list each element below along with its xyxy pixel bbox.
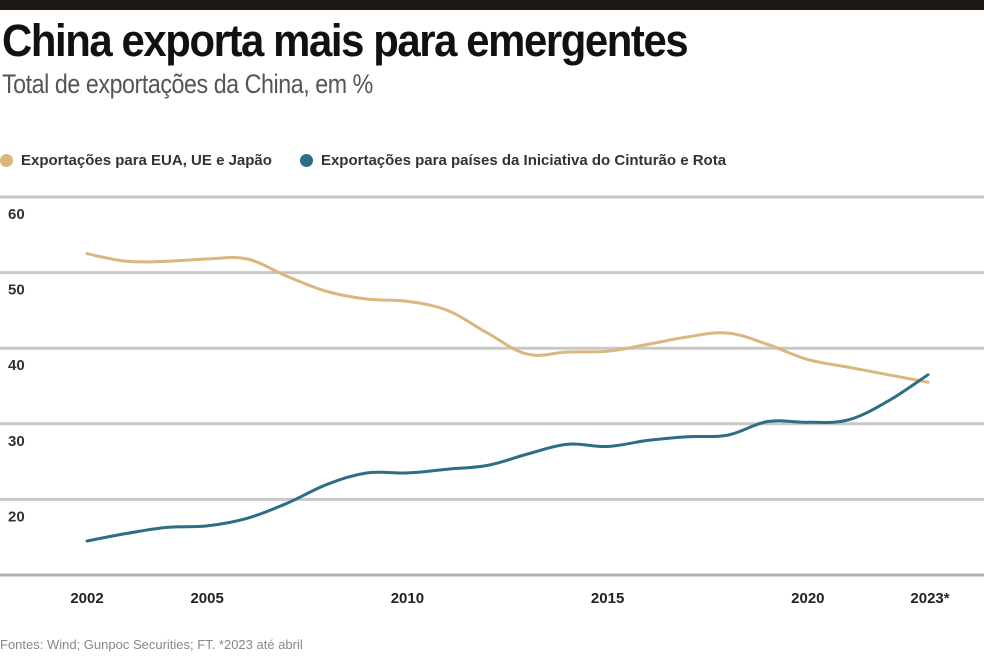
legend-swatch-eua-ue-japao	[0, 153, 13, 167]
y-tick-label: 50	[8, 282, 25, 299]
legend-label-cinturao-rota: Exportações para países da Iniciativa do…	[320, 151, 727, 169]
legend-item-cinturao-rota: Exportações para países da Iniciativa do…	[299, 151, 727, 169]
x-tick-label: 2010	[391, 590, 424, 607]
source-note: Fontes: Wind; Gunpoc Securities; FT. *20…	[0, 637, 303, 652]
legend: Exportações para EUA, UE e Japão Exporta…	[0, 148, 754, 172]
x-axis-ticks: 2002 2005 2010 2015 2020 2023*	[70, 590, 949, 607]
chart-subtitle: Total de exportações da China, em %	[2, 69, 373, 99]
top-rule	[0, 0, 984, 10]
chart-title: China exporta mais para emergentes	[2, 15, 689, 66]
y-tick-label: 20	[8, 508, 25, 525]
x-tick-label: 2002	[70, 590, 103, 607]
y-tick-label: 30	[8, 433, 25, 450]
x-tick-label: 2015	[591, 590, 624, 607]
legend-swatch-cinturao-rota	[299, 153, 313, 167]
x-tick-label: 2023*	[910, 590, 949, 607]
y-axis-ticks: 60 50 40 30 20	[8, 206, 25, 525]
legend-item-eua-ue-japao: Exportações para EUA, UE e Japão	[0, 152, 272, 169]
series-lines	[85, 252, 930, 543]
series-line-cinturao-rota	[85, 373, 930, 543]
gridlines	[0, 195, 984, 577]
series-line-eua-ue-japao	[85, 252, 930, 384]
x-tick-label: 2020	[791, 590, 824, 607]
x-tick-label: 2005	[190, 590, 223, 607]
legend-label-eua-ue-japao: Exportações para EUA, UE e Japão	[21, 151, 272, 169]
y-tick-label: 40	[8, 357, 25, 374]
y-tick-label: 60	[8, 206, 25, 223]
